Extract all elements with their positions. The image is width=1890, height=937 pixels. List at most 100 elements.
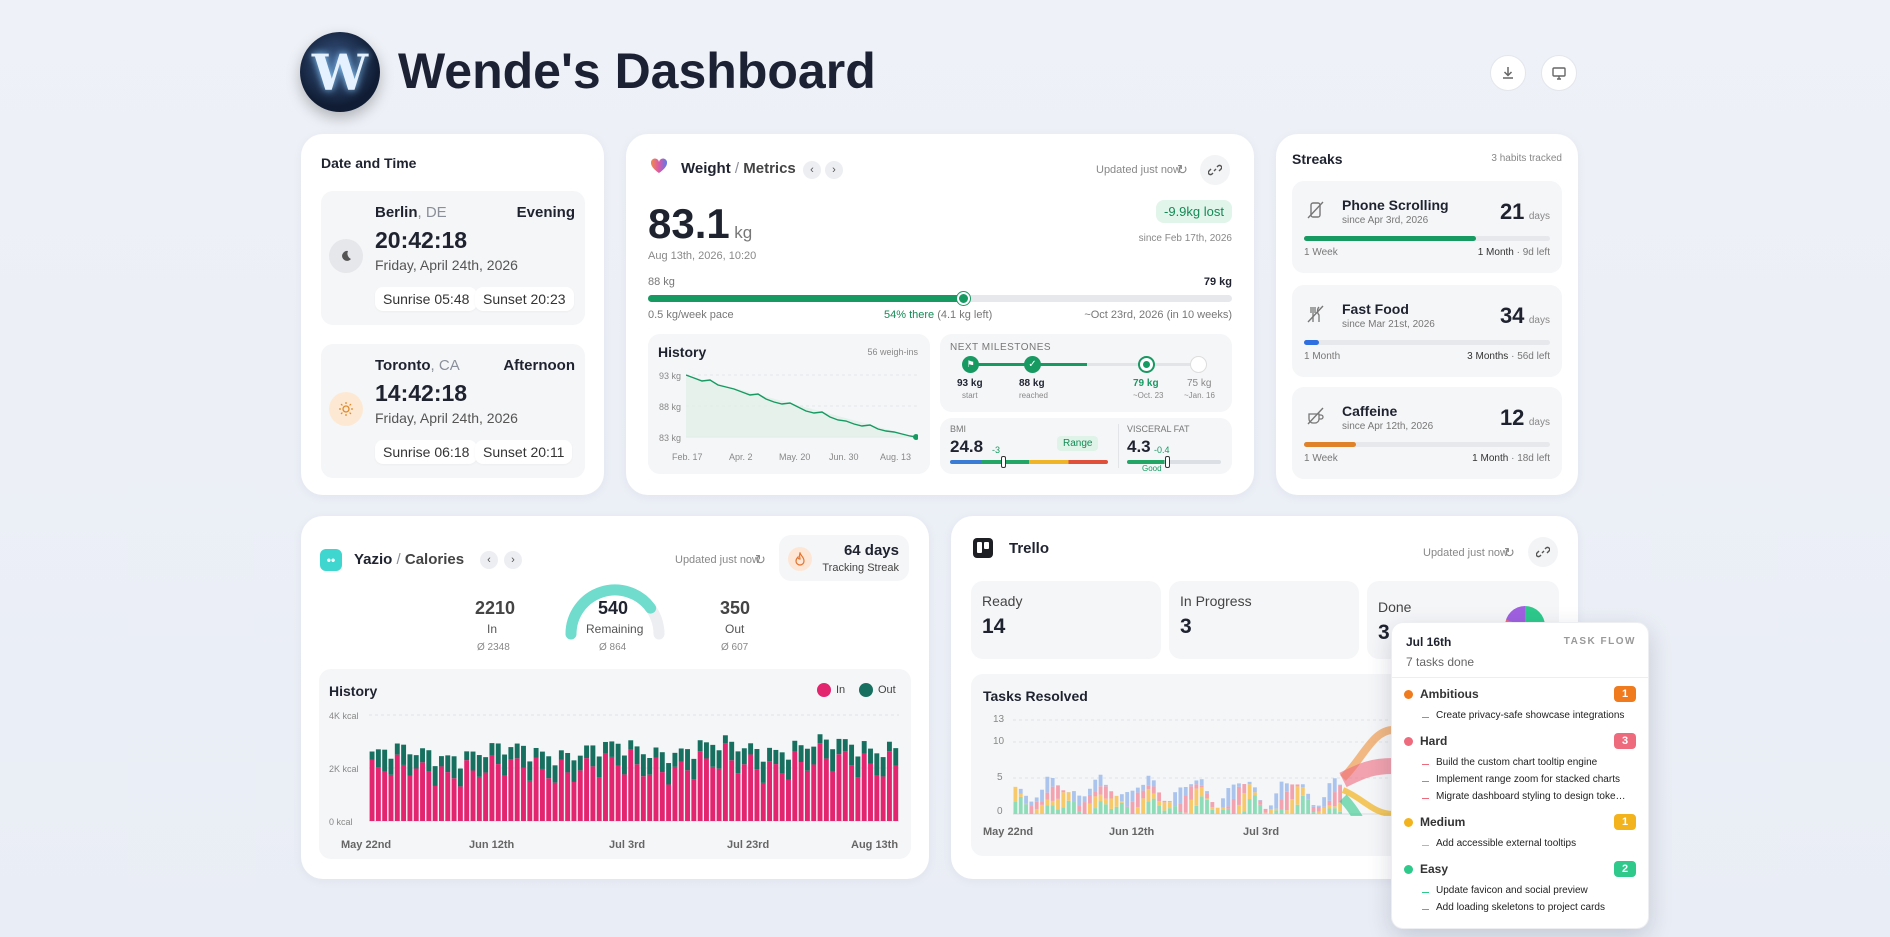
calories-in-bar[interactable] [577,770,583,821]
task-bar-segment[interactable] [1141,784,1146,791]
calories-in-bar[interactable] [527,780,533,821]
task-bar-segment[interactable] [1018,796,1023,814]
task-bar-segment[interactable] [1151,798,1156,814]
task-bar-segment[interactable] [1178,812,1183,814]
calories-out-bar[interactable] [539,751,545,769]
task-bar-segment[interactable] [1098,801,1103,814]
task-bar-segment[interactable] [1050,805,1055,814]
calories-out-bar[interactable] [552,765,558,783]
task-bar-segment[interactable] [1247,799,1252,814]
calories-out-bar[interactable] [401,744,407,765]
task-bar-segment[interactable] [1210,807,1215,810]
task-bar-segment[interactable] [1279,799,1284,810]
calories-in-bar[interactable] [760,782,766,821]
task-bar-segment[interactable] [1130,790,1135,802]
task-bar-segment[interactable] [1226,788,1231,807]
calories-in-bar[interactable] [584,758,590,821]
calories-in-bar[interactable] [886,751,892,821]
task-bar-segment[interactable] [1306,799,1311,814]
task-bar-segment[interactable] [1231,784,1236,799]
calories-out-bar[interactable] [640,754,646,777]
task-bar-segment[interactable] [1157,801,1162,806]
task-bar-segment[interactable] [1332,808,1337,814]
calories-out-bar[interactable] [527,761,533,781]
task-bar-segment[interactable] [1088,788,1092,795]
calories-out-bar[interactable] [483,757,489,773]
calories-out-bar[interactable] [603,741,608,754]
task-bar-segment[interactable] [1157,805,1162,814]
task-bar-segment[interactable] [1258,804,1263,814]
task-bar-segment[interactable] [1013,802,1018,814]
task-bar-segment[interactable] [1082,802,1087,814]
calories-out-bar[interactable] [407,754,413,776]
calories-in-bar[interactable] [691,779,697,821]
task-bar-segment[interactable] [1316,811,1321,814]
task-bar-segment[interactable] [1338,811,1342,814]
calories-out-bar[interactable] [685,749,690,771]
task-bar-segment[interactable] [1183,795,1188,813]
task-bar-segment[interactable] [1279,809,1284,814]
calories-out-bar[interactable] [615,743,621,766]
calories-in-bar[interactable] [413,768,419,821]
calories-in-bar[interactable] [804,770,810,821]
calories-in-bar[interactable] [666,784,672,821]
task-bar-segment[interactable] [1077,811,1082,814]
calories-out-bar[interactable] [855,756,861,778]
task-bar-segment[interactable] [1157,792,1162,802]
calories-out-bar[interactable] [514,743,520,759]
task-bar-segment[interactable] [1194,805,1199,814]
task-bar-segment[interactable] [1045,805,1050,814]
task-bar-segment[interactable] [1040,804,1044,814]
calories-in-bar[interactable] [779,773,785,821]
calories-in-bar[interactable] [375,767,381,821]
calories-in-bar[interactable] [483,772,489,821]
calories-in-bar[interactable] [880,776,886,821]
calories-out-bar[interactable] [584,745,590,759]
task-bar-segment[interactable] [1066,792,1071,801]
task-bar-segment[interactable] [1247,781,1252,785]
calories-in-bar[interactable] [830,770,836,821]
task-bar-segment[interactable] [1103,804,1108,814]
task-bar-segment[interactable] [1093,779,1098,792]
task-bar-segment[interactable] [1199,779,1204,786]
calories-out-bar[interactable] [804,748,810,771]
task-bar-segment[interactable] [1045,792,1050,800]
task-bar-segment[interactable] [1077,806,1082,812]
calories-out-bar[interactable] [842,739,848,752]
task-bar-segment[interactable] [1322,807,1327,814]
calories-out-bar[interactable] [489,743,495,755]
calories-out-bar[interactable] [464,751,470,761]
task-bar-segment[interactable] [1034,801,1039,809]
task-bar-segment[interactable] [1327,805,1332,809]
task-bar-segment[interactable] [1199,796,1204,814]
calories-out-bar[interactable] [748,743,754,755]
calories-out-bar[interactable] [811,746,817,765]
task-bar-segment[interactable] [1316,806,1321,812]
calories-in-bar[interactable] [596,777,602,821]
calories-out-bar[interactable] [521,745,526,768]
calories-in-bar[interactable] [849,765,855,821]
task-bar-segment[interactable] [1274,793,1279,809]
task-bar-segment[interactable] [1263,812,1268,814]
task-bar-segment[interactable] [1189,784,1193,787]
task-bar-segment[interactable] [1215,807,1220,814]
task-bar-segment[interactable] [1125,806,1130,814]
calories-in-bar[interactable] [603,753,608,821]
calories-in-bar[interactable] [558,759,564,821]
task-bar-segment[interactable] [1332,778,1337,793]
task-bar-segment[interactable] [1295,786,1300,805]
task-bar-segment[interactable] [1130,801,1135,814]
task-bar-segment[interactable] [1173,792,1177,807]
calories-in-bar[interactable] [855,777,861,821]
task-bar-segment[interactable] [1205,793,1209,799]
calories-out-bar[interactable] [369,751,375,760]
calories-out-bar[interactable] [704,742,709,759]
task-bar-segment[interactable] [1247,784,1252,800]
calories-in-bar[interactable] [659,772,665,821]
calories-out-bar[interactable] [495,743,501,765]
task-bar-segment[interactable] [1056,809,1060,814]
task-bar-segment[interactable] [1072,791,1076,802]
task-bar-segment[interactable] [1226,808,1231,814]
refresh-icon[interactable]: ↻ [1177,162,1188,177]
calories-out-bar[interactable] [382,749,388,772]
